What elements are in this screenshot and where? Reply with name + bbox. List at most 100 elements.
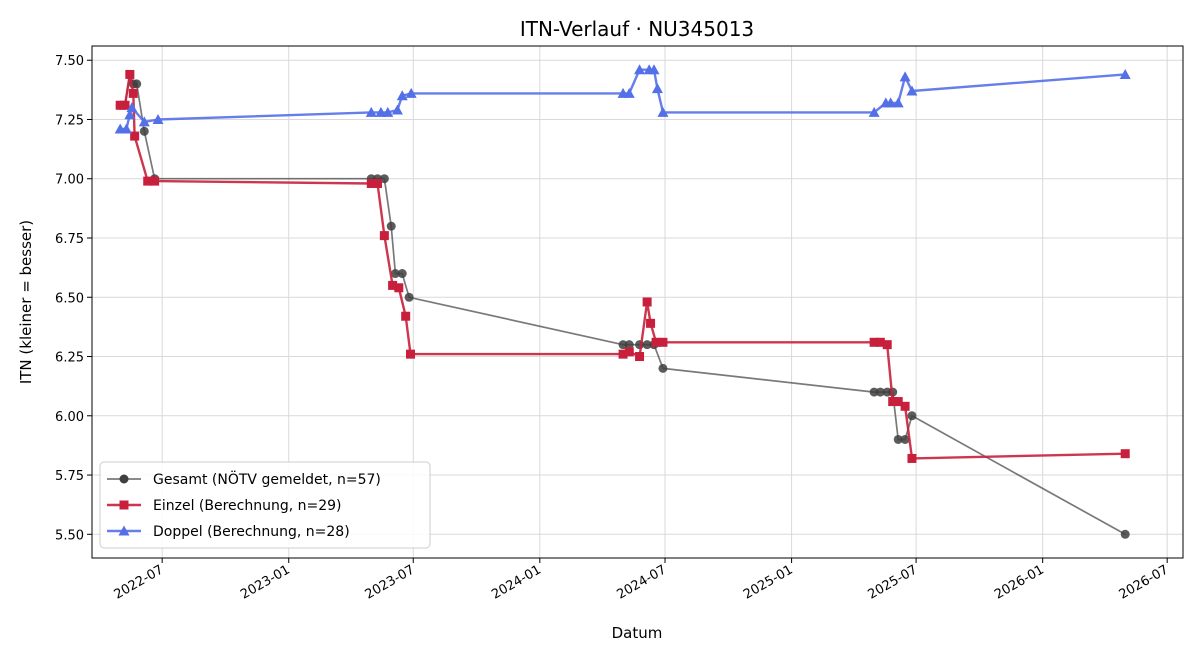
data-point-gesamt	[139, 126, 149, 136]
legend-marker-gesamt	[119, 474, 129, 484]
series-einzel	[115, 69, 1130, 463]
data-point-einzel	[893, 397, 903, 407]
data-point-gesamt	[900, 434, 910, 444]
data-point-doppel	[382, 106, 394, 117]
data-point-einzel	[379, 231, 389, 241]
legend-box	[99, 461, 431, 549]
data-point-einzel	[120, 100, 130, 110]
data-point-doppel	[124, 109, 136, 120]
data-point-einzel	[635, 352, 645, 362]
data-point-einzel	[1120, 449, 1130, 459]
data-point-doppel	[634, 64, 646, 75]
x-tick-label: 2025-01	[741, 562, 796, 602]
legend-marker-doppel	[118, 525, 130, 536]
data-point-einzel	[405, 349, 415, 359]
data-point-einzel	[624, 347, 634, 357]
x-axis: 2022-07 2023-01 2023-07 2024-01 2024-07 2025-…	[112, 558, 1172, 603]
legend-marker-einzel	[119, 500, 129, 510]
x-tick-label: 2024-01	[489, 562, 544, 602]
data-point-gesamt	[132, 79, 142, 89]
data-point-doppel	[1119, 68, 1131, 79]
x-tick-label: 2024-07	[614, 562, 669, 602]
data-point-gesamt	[390, 269, 400, 279]
x-tick-label: 2026-01	[992, 562, 1047, 602]
data-point-doppel	[657, 106, 669, 117]
data-point-doppel	[648, 64, 660, 75]
data-point-einzel	[658, 337, 668, 347]
data-point-doppel	[152, 113, 164, 124]
data-point-doppel	[885, 97, 897, 108]
data-point-gesamt	[1120, 529, 1130, 539]
series-line-doppel	[120, 68, 1126, 131]
x-tick-label: 2025-07	[866, 562, 921, 602]
data-point-einzel	[125, 69, 135, 79]
data-point-einzel	[888, 397, 898, 407]
legend-label-doppel: Doppel (Berechnung, n=28)	[153, 524, 350, 540]
data-point-einzel	[143, 176, 153, 186]
data-point-einzel	[372, 178, 382, 188]
data-point-einzel	[394, 283, 404, 293]
data-point-gesamt	[404, 292, 414, 302]
series-doppel	[114, 64, 1131, 134]
legend-label-einzel: Einzel (Berechnung, n=29)	[153, 498, 342, 514]
x-tick-label: 2023-07	[363, 562, 418, 602]
data-point-einzel	[882, 340, 892, 350]
data-point-gesamt	[875, 387, 885, 397]
y-tick-label: 6.25	[55, 351, 84, 366]
data-point-gesamt	[907, 411, 917, 421]
data-point-doppel	[391, 104, 403, 115]
data-point-doppel	[126, 102, 138, 113]
data-point-einzel	[128, 88, 138, 98]
data-point-gesamt	[893, 434, 903, 444]
data-point-einzel	[130, 131, 140, 141]
data-point-einzel	[401, 311, 411, 321]
y-tick-label: 6.00	[55, 410, 84, 425]
data-point-einzel	[388, 280, 398, 290]
data-point-gesamt	[624, 340, 634, 350]
data-point-einzel	[907, 453, 917, 463]
y-tick-label: 5.75	[55, 469, 84, 484]
series-layer	[114, 64, 1131, 539]
data-point-gesamt	[869, 387, 879, 397]
data-point-doppel	[365, 106, 377, 117]
data-point-doppel	[120, 123, 132, 134]
data-point-gesamt	[658, 363, 668, 373]
y-axis-label: ITN (kleiner = besser)	[17, 220, 35, 384]
data-point-gesamt	[618, 340, 628, 350]
legend: Gesamt (NÖTV gemeldet, n=57) Einzel (Bere…	[99, 461, 431, 549]
data-point-doppel	[396, 90, 408, 101]
data-point-einzel	[366, 178, 376, 188]
data-point-einzel	[646, 318, 656, 328]
y-tick-label: 5.50	[55, 528, 84, 543]
data-point-gesamt	[379, 174, 389, 184]
legend-label-gesamt: Gesamt (NÖTV gemeldet, n=57)	[153, 470, 381, 488]
data-point-einzel	[642, 297, 652, 307]
y-tick-label: 7.00	[55, 173, 84, 188]
data-point-einzel	[875, 337, 885, 347]
y-tick-label: 6.50	[55, 291, 84, 306]
data-point-doppel	[138, 116, 150, 127]
data-point-doppel	[906, 85, 918, 96]
data-point-einzel	[869, 337, 879, 347]
data-point-einzel	[900, 401, 910, 411]
data-point-einzel	[150, 176, 160, 186]
data-point-einzel	[618, 349, 628, 359]
chart-title: ITN-Verlauf · NU345013	[520, 17, 754, 41]
y-axis: 5.50 5.75 6.00 6.25 6.50 6.75 7.00 7.25 7.50	[55, 54, 92, 543]
plot-frame	[91, 45, 1184, 559]
data-point-doppel	[375, 106, 387, 117]
x-tick-label: 2023-01	[238, 562, 293, 602]
x-tick-label: 2022-07	[112, 562, 167, 602]
y-tick-label: 7.50	[55, 54, 84, 69]
series-line-einzel	[120, 73, 1126, 460]
data-point-gesamt	[397, 269, 407, 279]
x-tick-label: 2026-07	[1117, 562, 1172, 602]
data-point-doppel	[651, 83, 663, 94]
data-point-gesamt	[642, 340, 652, 350]
data-point-einzel	[651, 337, 661, 347]
data-point-einzel	[115, 100, 125, 110]
data-point-doppel	[868, 106, 880, 117]
data-point-gesamt	[386, 221, 396, 231]
y-tick-label: 6.75	[55, 232, 84, 247]
